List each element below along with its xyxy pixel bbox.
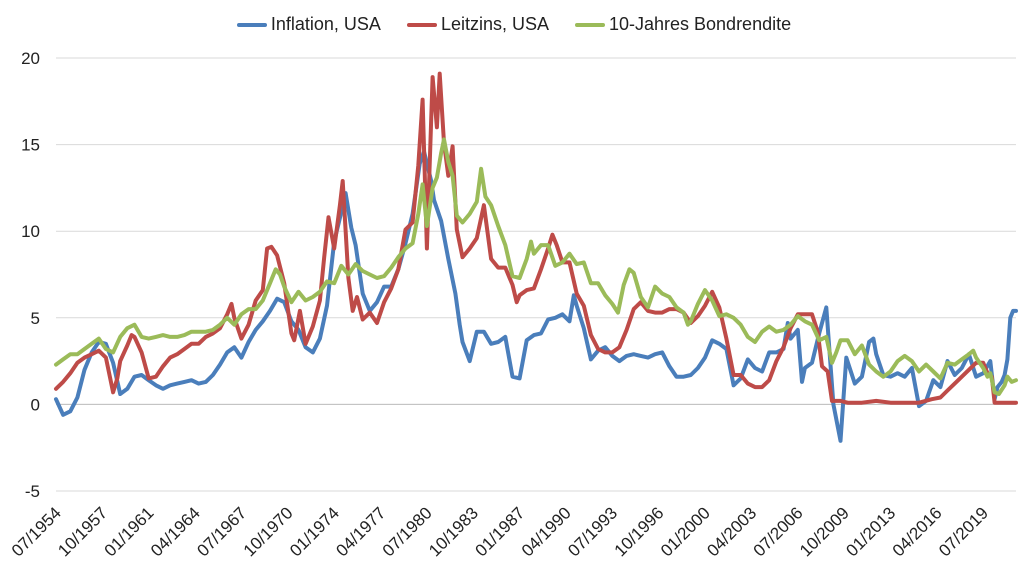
y-tick-label-5: 5 bbox=[31, 309, 40, 328]
legend-swatch-bond-yield bbox=[574, 22, 605, 27]
bond-yield-line bbox=[54, 137, 1018, 396]
x-tick-label-17: 10/2009 bbox=[796, 503, 853, 560]
x-tick-label-6: 01/1974 bbox=[286, 503, 343, 560]
x-tick-label-10: 01/1987 bbox=[472, 503, 529, 560]
x-tick-label-16: 07/2006 bbox=[750, 503, 807, 560]
y-tick-label-20: 20 bbox=[21, 49, 40, 68]
legend-item-inflation: Inflation, USA bbox=[236, 14, 381, 35]
legend-label-inflation: Inflation, USA bbox=[270, 14, 381, 34]
legend-label-bond-yield: 10-Jahres Bondrendite bbox=[608, 14, 792, 34]
legend-item-bond-yield: 10-Jahres Bondrendite bbox=[574, 14, 792, 35]
x-tick-label-0: 07/1954 bbox=[8, 503, 65, 560]
legend-swatch-leitzins bbox=[406, 22, 437, 27]
x-tick-label-5: 10/1970 bbox=[240, 503, 297, 560]
x-tick-label-13: 10/1996 bbox=[611, 503, 668, 560]
legend-label-leitzins: Leitzins, USA bbox=[440, 14, 549, 34]
y-tick-label--5: -5 bbox=[25, 482, 40, 501]
x-tick-label-18: 01/2013 bbox=[842, 503, 899, 560]
legend-swatch-inflation bbox=[236, 22, 267, 27]
x-tick-label-1: 10/1957 bbox=[54, 503, 111, 560]
y-tick-label-15: 15 bbox=[21, 136, 40, 155]
legend: Inflation, USA Leitzins, USA 10-Jahres B… bbox=[0, 14, 1028, 35]
x-tick-label-4: 07/1967 bbox=[193, 503, 250, 560]
x-tick-label-14: 01/2000 bbox=[657, 503, 714, 560]
x-tick-label-11: 04/1990 bbox=[518, 503, 575, 560]
x-tick-label-20: 07/2019 bbox=[935, 503, 992, 560]
y-tick-label-0: 0 bbox=[31, 395, 40, 414]
x-tick-label-3: 04/1964 bbox=[147, 503, 204, 560]
y-tick-label-10: 10 bbox=[21, 222, 40, 241]
legend-item-leitzins: Leitzins, USA bbox=[406, 14, 549, 35]
leitzins-line bbox=[54, 71, 1018, 405]
x-tick-label-12: 07/1993 bbox=[564, 503, 621, 560]
x-tick-label-8: 07/1980 bbox=[379, 503, 436, 560]
x-tick-label-19: 04/2016 bbox=[889, 503, 946, 560]
inflation-line bbox=[54, 149, 1018, 443]
x-tick-label-2: 01/1961 bbox=[101, 503, 158, 560]
x-tick-label-7: 04/1977 bbox=[332, 503, 389, 560]
x-tick-label-15: 04/2003 bbox=[703, 503, 760, 560]
x-tick-label-9: 10/1983 bbox=[425, 503, 482, 560]
